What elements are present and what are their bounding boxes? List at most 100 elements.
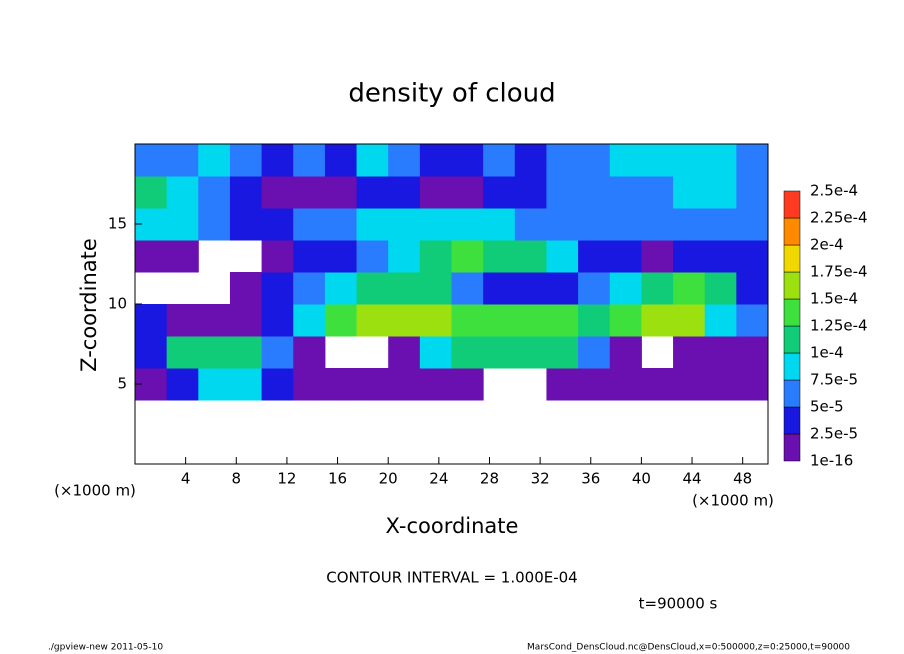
colorbar-label: 2.5e-4 xyxy=(810,182,858,200)
heat-cell xyxy=(166,240,199,273)
heat-cell xyxy=(324,304,358,337)
heat-cell xyxy=(609,208,642,241)
heat-cell xyxy=(609,368,642,401)
heat-cell xyxy=(609,304,642,337)
heat-cell xyxy=(483,176,516,209)
heat-cell xyxy=(419,144,452,177)
heat-cell xyxy=(578,368,611,401)
heat-cell xyxy=(673,176,706,209)
colorbar-band xyxy=(783,325,801,354)
x-tick-label: 44 xyxy=(682,470,701,488)
heat-cell xyxy=(704,304,737,337)
heat-cell xyxy=(356,176,389,209)
heat-cell xyxy=(641,144,674,177)
footer-left: ./gpview-new 2011-05-10 xyxy=(48,643,163,653)
heat-cell xyxy=(736,272,769,305)
heat-cell xyxy=(451,208,484,241)
heat-cell xyxy=(546,336,579,369)
heat-cell xyxy=(229,272,263,305)
chart-title: density of cloud xyxy=(348,79,555,109)
heat-cell xyxy=(388,336,421,369)
x-tick-label: 40 xyxy=(632,470,651,488)
heat-cell xyxy=(578,176,611,209)
heat-cell xyxy=(356,208,389,241)
heat-cell xyxy=(673,208,706,241)
colorbar-band xyxy=(783,190,801,219)
heat-cell xyxy=(704,144,737,177)
heat-cell xyxy=(324,176,358,209)
heat-cell xyxy=(514,176,547,209)
heat-cell xyxy=(736,336,769,369)
heat-cell xyxy=(261,368,294,401)
heat-cell xyxy=(166,368,199,401)
heat-cell xyxy=(451,336,484,369)
heat-cell xyxy=(388,304,421,337)
heat-cell xyxy=(609,272,642,305)
heat-cell xyxy=(641,240,674,273)
colorbar-label: 1e-4 xyxy=(810,344,844,362)
colorbar-band xyxy=(783,271,801,300)
footer-right: MarsCond_DensCloud.nc@DensCloud,x=0:5000… xyxy=(527,643,850,653)
heat-cell xyxy=(198,304,231,337)
heat-cell xyxy=(546,208,579,241)
heat-cell xyxy=(673,144,706,177)
heat-cell xyxy=(229,176,263,209)
heat-cell xyxy=(261,304,294,337)
heat-cell xyxy=(483,208,516,241)
x-tick-label: 12 xyxy=(277,470,296,488)
x-tick-label: 24 xyxy=(429,470,448,488)
heat-cell xyxy=(293,176,326,209)
heat-cell xyxy=(609,240,642,273)
colorbar-band xyxy=(783,217,801,246)
heat-cell xyxy=(514,304,547,337)
heat-cell xyxy=(324,144,358,177)
heat-cell xyxy=(546,144,579,177)
heat-cell xyxy=(514,208,547,241)
heat-cell xyxy=(704,208,737,241)
heat-cell xyxy=(324,368,358,401)
heat-cell xyxy=(673,304,706,337)
heat-cell xyxy=(261,208,294,241)
heat-cell xyxy=(609,144,642,177)
heat-cell xyxy=(293,144,326,177)
heat-cell xyxy=(451,240,484,273)
heat-cell xyxy=(229,144,263,177)
colorbar-band xyxy=(783,352,801,381)
heat-cell xyxy=(451,304,484,337)
heat-cell xyxy=(483,336,516,369)
heat-cell xyxy=(704,368,737,401)
heat-cell xyxy=(135,144,168,177)
heat-cell xyxy=(198,208,231,241)
heat-cell xyxy=(261,272,294,305)
heat-cell xyxy=(324,272,358,305)
heat-cell xyxy=(356,240,389,273)
heat-cell xyxy=(546,368,579,401)
colorbar-label: 1.5e-4 xyxy=(810,290,858,308)
heat-cell xyxy=(736,176,769,209)
heat-cell xyxy=(704,240,737,273)
heat-cell xyxy=(198,336,231,369)
heat-cell xyxy=(356,304,389,337)
heat-cell xyxy=(578,208,611,241)
heat-cell xyxy=(135,304,168,337)
heat-cell xyxy=(324,240,358,273)
colorbar-label: 7.5e-5 xyxy=(810,371,858,389)
heat-cell xyxy=(451,368,484,401)
heat-cell xyxy=(578,144,611,177)
heat-cell xyxy=(704,336,737,369)
heat-cell xyxy=(261,144,294,177)
heat-cell xyxy=(451,272,484,305)
heat-cell xyxy=(609,336,642,369)
x-tick-label: 36 xyxy=(581,470,600,488)
heat-cell xyxy=(261,240,294,273)
heat-cell xyxy=(135,336,168,369)
heat-cell xyxy=(419,272,452,305)
heat-cell xyxy=(578,336,611,369)
colorbar-label: 1e-16 xyxy=(810,452,853,470)
colorbar-band xyxy=(783,244,801,273)
x-unit-label: (×1000 m) xyxy=(54,482,136,500)
colorbar-label: 2.25e-4 xyxy=(810,209,868,227)
heat-cell xyxy=(229,304,263,337)
heat-cell xyxy=(704,176,737,209)
